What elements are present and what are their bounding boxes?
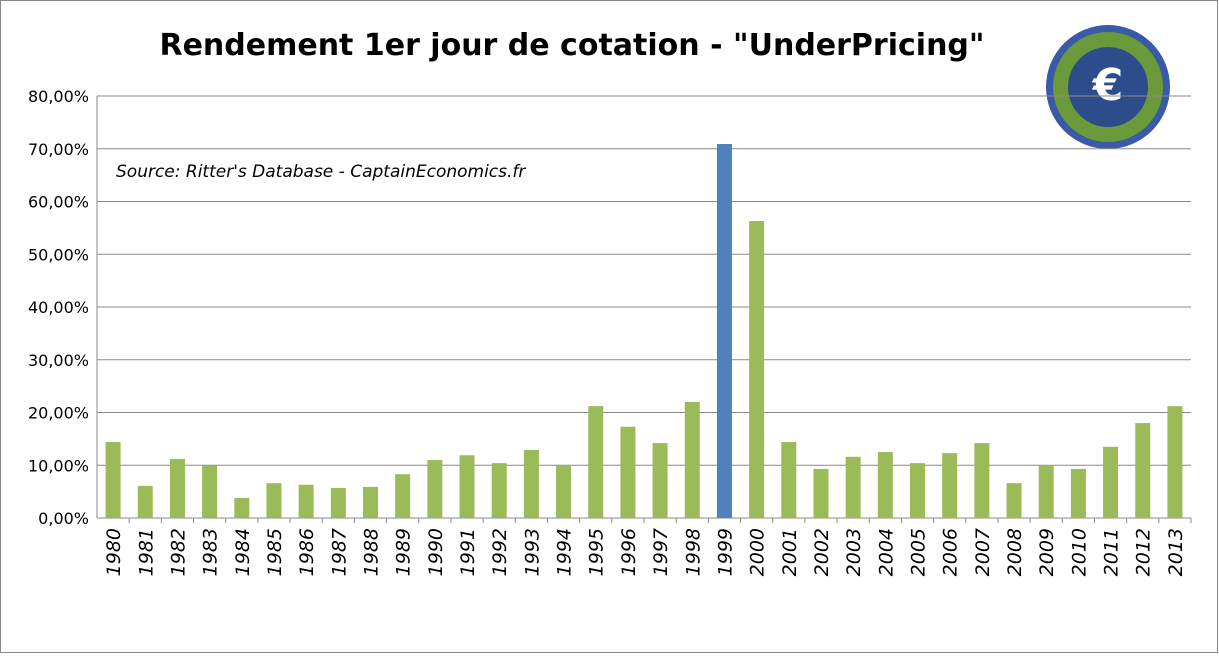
x-tick-label: 2012 — [1133, 528, 1155, 576]
y-tick-label: 30,00% — [28, 351, 89, 370]
bar — [716, 144, 732, 518]
bar — [910, 463, 925, 518]
bar — [974, 443, 990, 518]
bar — [781, 442, 797, 518]
x-tick-label: 1981 — [135, 528, 157, 576]
x-tick-label: 1983 — [200, 528, 222, 576]
bar — [749, 221, 765, 518]
x-tick-label: 1998 — [682, 528, 704, 576]
x-tick-label: 1982 — [167, 528, 189, 576]
bar — [105, 442, 121, 518]
x-tick-label: 2013 — [1165, 528, 1187, 576]
x-tick-label: 1989 — [393, 528, 415, 576]
bar — [298, 484, 314, 518]
y-tick-label: 0,00% — [38, 509, 89, 528]
bar — [1070, 468, 1086, 518]
x-tick-label: 2004 — [875, 528, 897, 576]
svg-text:€: € — [1092, 60, 1124, 111]
x-tick-label: 1987 — [328, 528, 350, 576]
bar — [363, 486, 378, 518]
y-tick-label: 80,00% — [28, 87, 89, 106]
bar — [427, 459, 443, 518]
annotation: Source: Ritter's Database - CaptainEcono… — [116, 162, 526, 182]
bar — [620, 426, 636, 518]
x-tick-label: 1992 — [489, 528, 511, 576]
bar — [652, 443, 668, 518]
x-tick-label: 2007 — [972, 528, 994, 576]
bar — [942, 453, 958, 518]
logo: € — [1046, 25, 1170, 149]
bar — [1006, 483, 1022, 518]
x-tick-label: 2010 — [1068, 528, 1090, 576]
x-tick-label: 2003 — [843, 528, 865, 576]
bar — [813, 468, 829, 518]
bar — [556, 465, 572, 518]
x-tick-label: 1996 — [618, 528, 640, 576]
y-tick-label: 70,00% — [28, 140, 89, 159]
y-tick-label: 10,00% — [28, 456, 89, 475]
bar — [266, 483, 282, 518]
x-tick-label: 1990 — [425, 528, 447, 576]
bar — [1167, 406, 1183, 518]
x-tick-label: 1999 — [714, 528, 736, 576]
x-tick-label: 1980 — [103, 528, 125, 576]
bar — [234, 497, 250, 518]
x-tick-label: 1986 — [296, 528, 318, 576]
x-tick-label: 1993 — [521, 528, 543, 576]
bar — [202, 465, 218, 518]
y-tick-label: 40,00% — [28, 298, 89, 317]
x-tick-label: 1994 — [554, 528, 576, 576]
x-tick-label: 2002 — [811, 528, 833, 576]
x-tick-label: 1997 — [650, 528, 672, 576]
x-tick-label: 1984 — [232, 528, 254, 576]
bar — [491, 463, 507, 518]
x-tick-label: 2008 — [1004, 528, 1026, 576]
bar — [588, 406, 604, 518]
bar — [395, 474, 411, 518]
x-tick-label: 2001 — [779, 528, 801, 576]
bar — [1038, 465, 1054, 518]
x-tick-label: 1991 — [457, 528, 479, 576]
x-tick-label: 2005 — [908, 528, 930, 576]
x-tick-label: 2011 — [1101, 528, 1123, 576]
bar — [523, 449, 539, 518]
bar — [169, 458, 185, 518]
bar — [1135, 423, 1151, 518]
x-tick-label: 1988 — [361, 528, 383, 576]
bar — [459, 455, 475, 518]
chart-title: Rendement 1er jour de cotation - "UnderP… — [159, 28, 984, 63]
x-tick-label: 1985 — [264, 528, 286, 576]
bar — [845, 456, 861, 518]
x-tick-label: 1995 — [586, 528, 608, 576]
y-tick-label: 60,00% — [28, 193, 89, 212]
x-tick-label: 2009 — [1036, 528, 1058, 576]
y-tick-label: 50,00% — [28, 245, 89, 264]
x-tick-label: 2000 — [747, 528, 769, 576]
x-tick-label: 2006 — [940, 528, 962, 576]
bar — [684, 401, 700, 518]
bar — [330, 487, 346, 518]
y-tick-label: 20,00% — [28, 404, 89, 423]
bar — [1103, 446, 1119, 518]
bar — [137, 485, 153, 518]
bar — [877, 452, 893, 518]
